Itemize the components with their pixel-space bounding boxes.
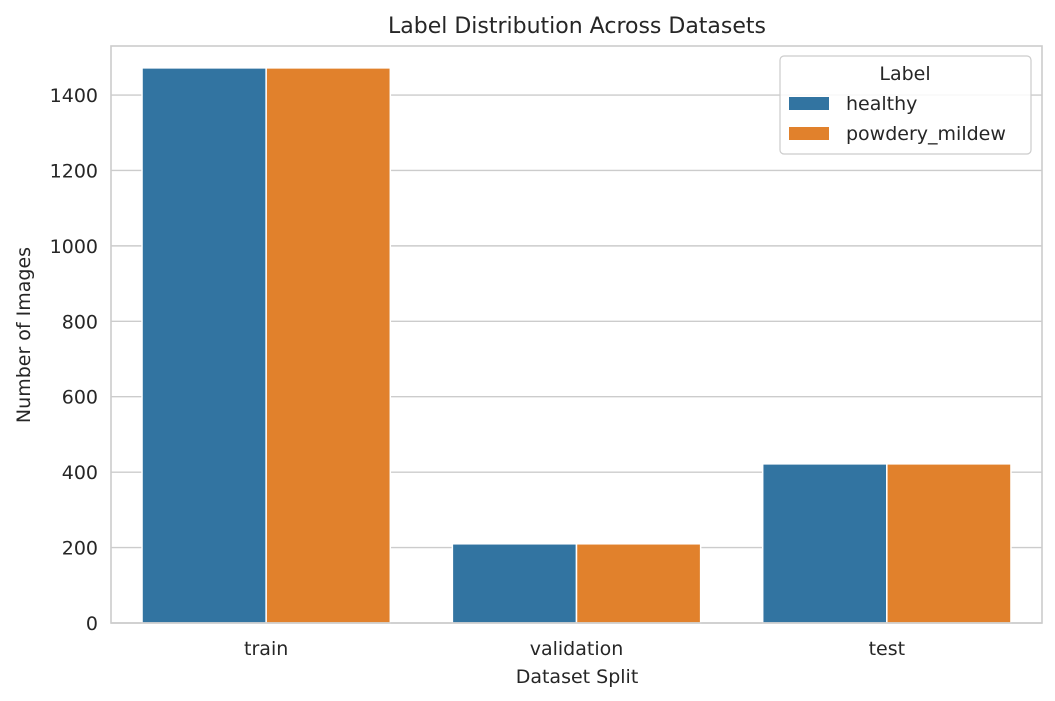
legend-title: Label <box>879 63 930 85</box>
y-tick-label: 600 <box>62 387 98 409</box>
legend-swatch-powdery-mildew <box>789 127 829 140</box>
y-tick-label: 400 <box>62 462 98 484</box>
legend-label-healthy: healthy <box>846 93 917 115</box>
x-tick-label-train: train <box>244 638 288 660</box>
x-axis-label: Dataset Split <box>516 666 639 688</box>
y-tick-label: 1400 <box>50 85 98 107</box>
bar-train-healthy <box>141 67 267 624</box>
bar-validation-healthy <box>451 543 578 624</box>
legend: Label healthy powdery_mildew <box>779 55 1032 155</box>
plot-frame <box>110 45 1043 624</box>
y-tick-label: 1000 <box>50 236 98 258</box>
y-tick-labels: 0 200 400 600 800 1000 1200 1400 <box>50 85 98 635</box>
bar-test-powdery-mildew <box>886 463 1012 624</box>
x-tick-labels: train validation test <box>244 638 905 660</box>
chart-title: Label Distribution Across Datasets <box>388 14 766 39</box>
y-tick-label: 200 <box>62 538 98 560</box>
bar-validation-powdery-mildew <box>575 543 702 624</box>
y-tick-label: 800 <box>62 311 98 333</box>
x-tick-label-test: test <box>869 638 906 660</box>
legend-label-powdery-mildew: powdery_mildew <box>846 123 1006 145</box>
y-tick-label: 1200 <box>50 160 98 182</box>
y-axis-label: Number of Images <box>13 247 35 423</box>
bar-test-healthy <box>761 463 888 624</box>
x-tick-label-validation: validation <box>530 638 624 660</box>
bar-train-powdery-mildew <box>265 67 392 624</box>
legend-swatch-healthy <box>789 97 829 110</box>
bars <box>141 67 1012 624</box>
legend-box <box>779 55 1032 155</box>
y-tick-label: 0 <box>86 613 98 635</box>
